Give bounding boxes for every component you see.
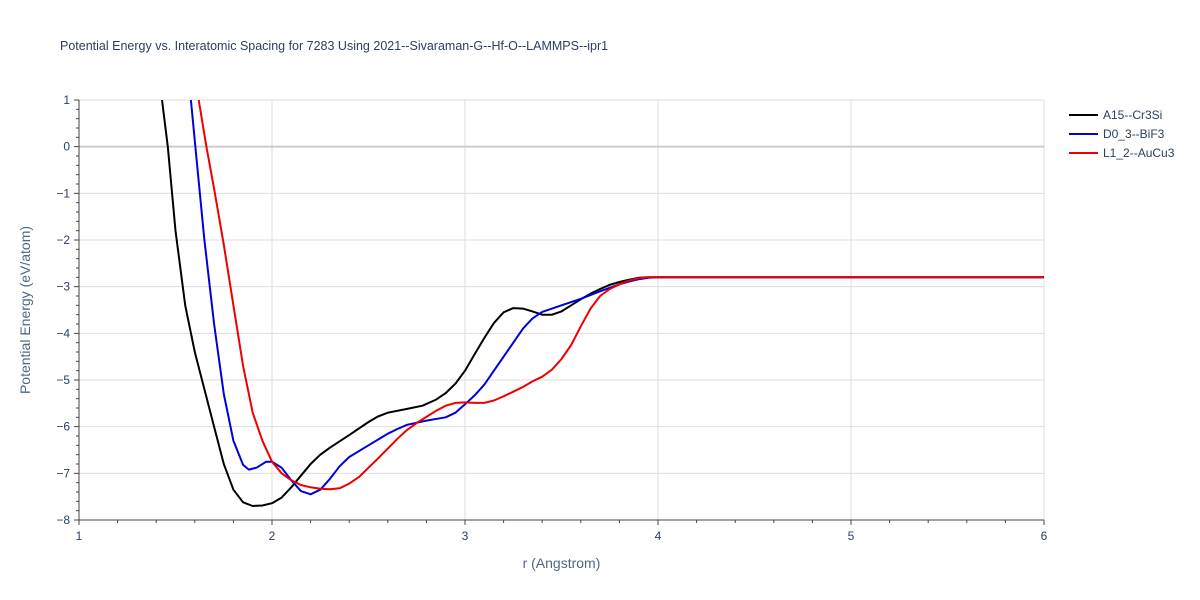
y-axis-label: Potential Energy (eV/atom) xyxy=(17,226,33,394)
x-tick-label: 2 xyxy=(269,529,276,543)
series-lines xyxy=(161,100,1044,507)
legend: A15--Cr3Si D0_3--BiF3 L1_2--AuCu3 xyxy=(1069,108,1175,160)
y-tick-label: −1 xyxy=(56,186,70,200)
axes xyxy=(78,100,1044,521)
y-axis-ticks: 1 0 −1 −2 −3 −4 −5 −6 −7 −8 xyxy=(56,93,79,527)
x-axis-ticks: 1 2 3 4 5 6 xyxy=(76,520,1048,543)
y-tick-label: −6 xyxy=(56,420,70,434)
x-tick-label: 4 xyxy=(655,529,662,543)
series-line-0 xyxy=(161,100,1044,507)
x-tick-label: 5 xyxy=(848,529,855,543)
grid xyxy=(79,99,1045,520)
chart-title: Potential Energy vs. Interatomic Spacing… xyxy=(60,39,608,53)
y-tick-label: −8 xyxy=(56,513,70,527)
y-tick-label: −2 xyxy=(56,233,70,247)
x-axis-label: r (Angstrom) xyxy=(523,555,601,571)
legend-label: L1_2--AuCu3 xyxy=(1103,146,1175,160)
y-tick-label: 1 xyxy=(63,93,70,107)
series-line-2 xyxy=(197,100,1044,491)
legend-label: D0_3--BiF3 xyxy=(1103,127,1165,141)
y-tick-label: −4 xyxy=(56,326,70,340)
y-tick-label: −5 xyxy=(56,373,70,387)
legend-label: A15--Cr3Si xyxy=(1103,108,1162,122)
y-tick-label: 0 xyxy=(63,140,70,154)
series-line-1 xyxy=(189,100,1044,496)
x-tick-label: 3 xyxy=(462,529,469,543)
y-tick-label: −7 xyxy=(56,466,70,480)
y-tick-label: −3 xyxy=(56,280,70,294)
x-tick-label: 6 xyxy=(1041,529,1048,543)
x-tick-label: 1 xyxy=(76,529,83,543)
